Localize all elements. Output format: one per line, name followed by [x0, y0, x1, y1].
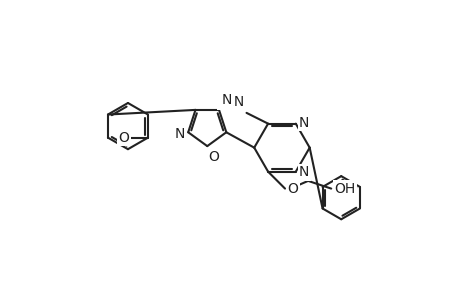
Text: N: N — [221, 93, 231, 107]
Text: N: N — [174, 127, 185, 141]
Text: N: N — [298, 165, 308, 179]
Text: O: O — [118, 130, 129, 145]
Text: O: O — [207, 150, 218, 164]
Text: O: O — [287, 182, 297, 197]
Text: N: N — [298, 116, 308, 130]
Text: H₂N: H₂N — [218, 95, 245, 109]
Text: OH: OH — [334, 182, 355, 196]
